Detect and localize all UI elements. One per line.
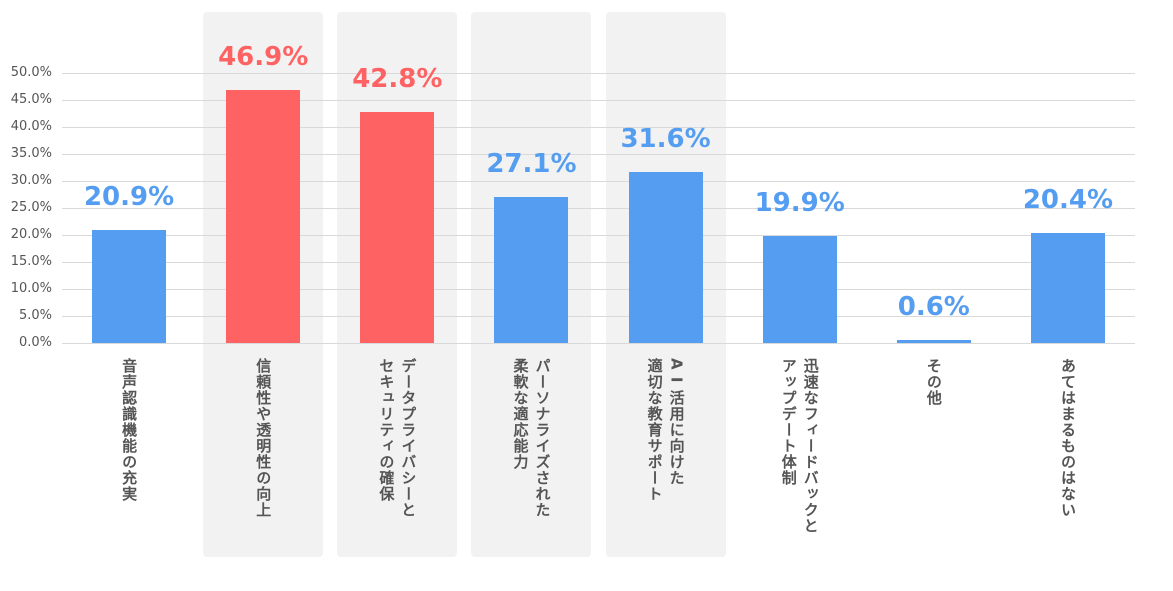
category-label-line: セキュリティの確保 bbox=[377, 358, 396, 502]
gridline bbox=[62, 181, 1135, 182]
bar bbox=[92, 230, 167, 343]
category-label-line: アップデート体制 bbox=[779, 358, 798, 486]
category-label-line: 信頼性や透明性の向上 bbox=[254, 358, 273, 518]
category-label-line: 迅速なフィードバックと bbox=[801, 358, 820, 534]
bar bbox=[762, 235, 837, 343]
x-category-label: データプライバシーと セキュリティの確保 bbox=[375, 358, 419, 518]
bar bbox=[896, 339, 971, 343]
gridline bbox=[62, 316, 1135, 317]
y-tick-label: 10.0% bbox=[10, 281, 52, 296]
gridline bbox=[62, 73, 1135, 74]
y-tick-label: 0.0% bbox=[18, 335, 52, 350]
gridline bbox=[62, 100, 1135, 101]
x-category-label: あてはまるものはない bbox=[1057, 358, 1079, 518]
y-tick-label: 45.0% bbox=[10, 92, 52, 107]
category-label-line: その他 bbox=[924, 358, 943, 406]
y-tick-label: 25.0% bbox=[10, 200, 52, 215]
y-tick-label: 40.0% bbox=[10, 119, 52, 134]
bar bbox=[226, 89, 301, 343]
category-label-line: データプライバシーと bbox=[399, 358, 418, 518]
x-category-label: 迅速なフィードバックと アップデート体制 bbox=[778, 358, 822, 534]
data-label: 20.9% bbox=[83, 182, 175, 213]
category-label-line: 適切な教育サポート bbox=[645, 358, 664, 502]
gridline bbox=[62, 154, 1135, 155]
category-label-line: A I 活用に向けた bbox=[667, 358, 686, 486]
data-label: 20.4% bbox=[1022, 184, 1114, 215]
data-label: 19.9% bbox=[754, 187, 845, 218]
category-label-line: あてはまるものはない bbox=[1058, 358, 1077, 518]
bar bbox=[494, 196, 569, 343]
category-label-line: パーソナライズされた bbox=[533, 358, 552, 518]
data-label: 46.9% bbox=[218, 41, 309, 72]
y-tick-label: 20.0% bbox=[10, 227, 52, 242]
bar bbox=[1030, 232, 1105, 343]
gridline bbox=[62, 127, 1135, 128]
x-category-label: パーソナライズされた 柔軟な適応能力 bbox=[509, 358, 553, 518]
y-tick-label: 50.0% bbox=[10, 65, 52, 80]
gridline bbox=[62, 208, 1135, 209]
gridline bbox=[62, 262, 1135, 263]
y-tick-label: 35.0% bbox=[10, 146, 52, 161]
bar bbox=[628, 172, 703, 343]
bar bbox=[360, 111, 435, 343]
data-label: 0.6% bbox=[897, 291, 970, 322]
y-tick-label: 15.0% bbox=[10, 254, 52, 269]
gridline bbox=[62, 235, 1135, 236]
category-label-line: 柔軟な適応能力 bbox=[511, 358, 530, 470]
gridline bbox=[62, 343, 1135, 344]
y-tick-label: 30.0% bbox=[10, 173, 52, 188]
data-label: 42.8% bbox=[352, 63, 443, 94]
y-tick-label: 5.0% bbox=[18, 308, 52, 323]
x-category-label: その他 bbox=[923, 358, 945, 406]
x-category-label: 音声認識機能の充実 bbox=[118, 358, 140, 502]
data-label: 31.6% bbox=[620, 124, 711, 155]
x-category-label: 信頼性や透明性の向上 bbox=[252, 358, 274, 518]
category-label-line: 音声認識機能の充実 bbox=[120, 358, 139, 502]
data-label: 27.1% bbox=[486, 148, 577, 179]
x-category-label: A I 活用に向けた 適切な教育サポート bbox=[644, 358, 688, 502]
gridline bbox=[62, 289, 1135, 290]
